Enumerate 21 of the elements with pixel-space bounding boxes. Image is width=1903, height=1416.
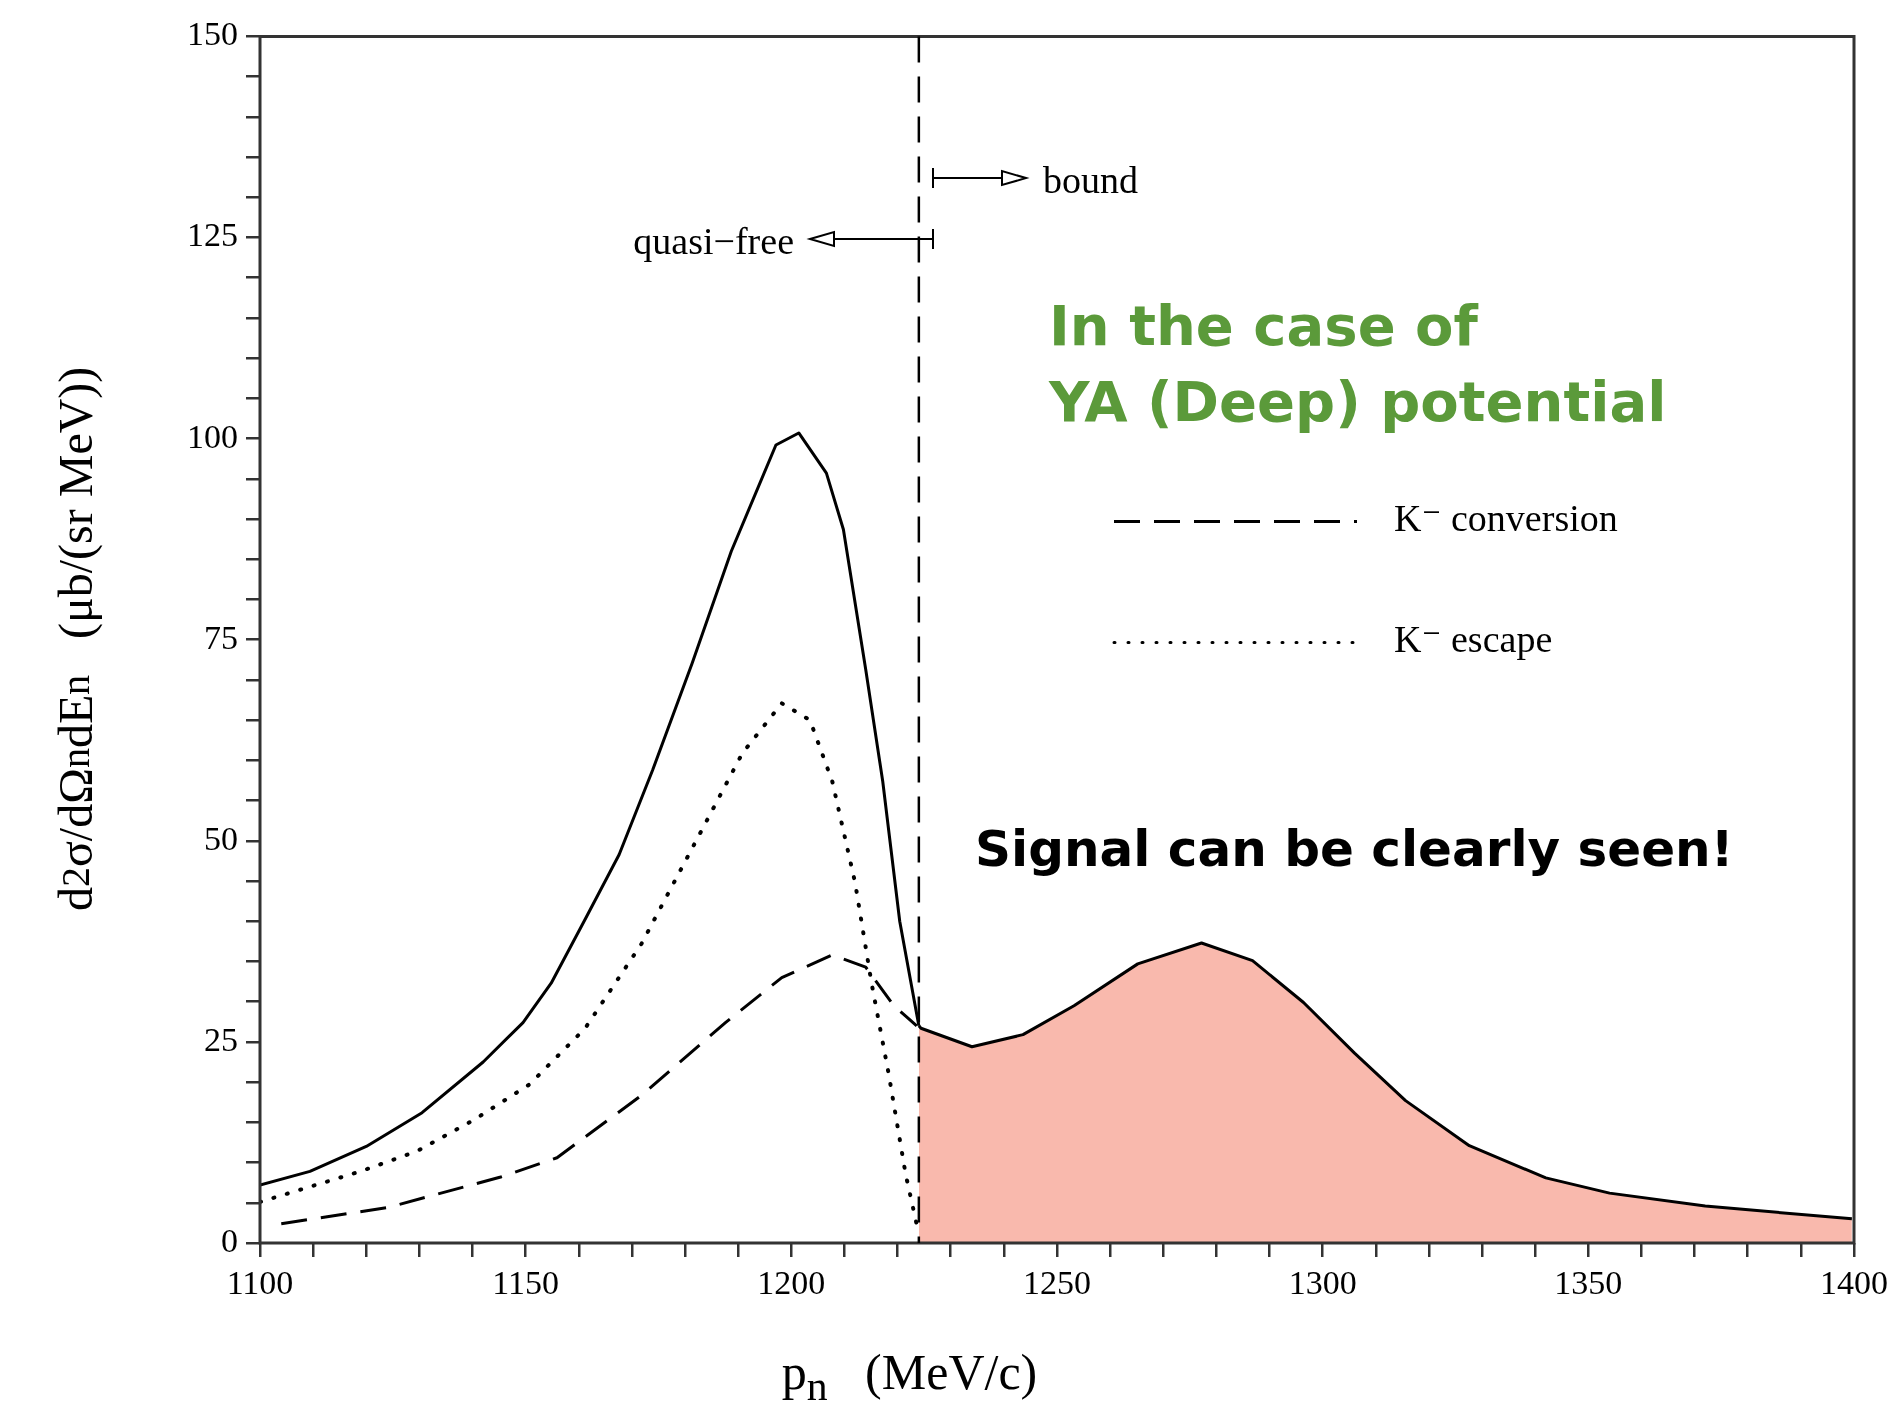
annotation: Signal can be clearly seen! — [975, 819, 1734, 880]
y-tick-label: 0 — [221, 1221, 238, 1259]
x-tick-label: 1200 — [757, 1264, 826, 1302]
text: K⁻ escape — [1394, 618, 1553, 661]
annotation: bound — [1043, 158, 1138, 203]
y-tick-label: 25 — [204, 1020, 238, 1058]
y-tick-label: 150 — [187, 15, 238, 53]
x-tick-label: 1150 — [492, 1264, 560, 1302]
annotation: quasi−free — [633, 219, 794, 264]
x-tick-label: 1300 — [1288, 1264, 1357, 1302]
x-tick-label: 1250 — [1023, 1264, 1091, 1302]
y-tick-label: 75 — [204, 618, 238, 656]
y-tick-label: 50 — [204, 819, 238, 857]
y-tick-label: 100 — [187, 417, 238, 455]
text: K⁻ conversion — [1394, 497, 1618, 540]
x-tick-label: 1100 — [226, 1264, 294, 1302]
annotation: In the case of YA (Deep) potential — [1049, 292, 1667, 436]
y-tick-label: 125 — [187, 216, 238, 254]
x-tick-label: 1350 — [1554, 1264, 1623, 1302]
x-tick-label: 1400 — [1820, 1264, 1888, 1302]
x-axis-title: p$_{n}$ (MeV/c) — [780, 1343, 1039, 1410]
